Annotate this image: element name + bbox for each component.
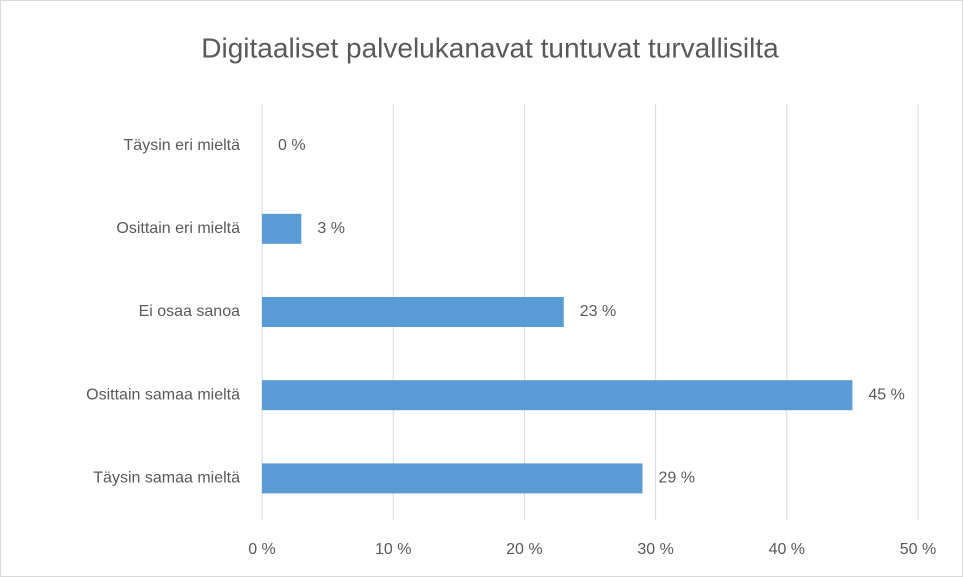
x-tick-label: 50 % <box>900 541 936 558</box>
data-label: 23 % <box>580 303 616 320</box>
bar <box>262 463 643 494</box>
y-tick-label: Osittain samaa mieltä <box>86 386 240 403</box>
y-tick-label: Ei osaa sanoa <box>139 303 241 320</box>
data-label: 3 % <box>317 220 345 237</box>
bar <box>262 297 564 327</box>
y-tick-label: Osittain eri mieltä <box>116 220 240 237</box>
chart-title: Digitaaliset palvelukanavat tuntuvat tur… <box>201 32 779 63</box>
data-label: 0 % <box>278 137 306 154</box>
x-tick-label: 10 % <box>375 541 411 558</box>
x-tick-label: 40 % <box>769 541 805 558</box>
x-tick-label: 30 % <box>637 541 673 558</box>
data-label: 45 % <box>868 386 904 403</box>
bar <box>262 380 853 411</box>
y-tick-label: Täysin samaa mieltä <box>93 470 240 487</box>
x-tick-label: 20 % <box>506 541 542 558</box>
bar <box>262 213 302 244</box>
y-tick-label: Täysin eri mieltä <box>124 137 241 154</box>
data-label: 29 % <box>658 470 694 487</box>
x-tick-label: 0 % <box>248 541 276 558</box>
